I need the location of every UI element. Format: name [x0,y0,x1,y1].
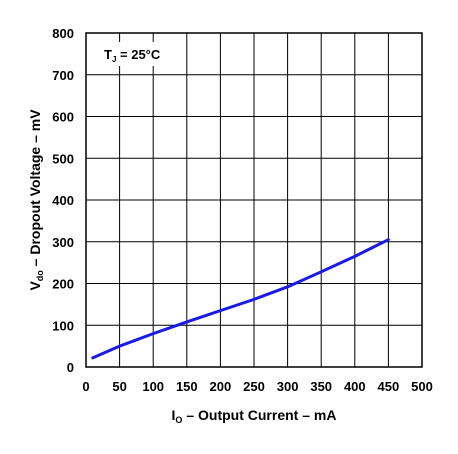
x-tick-label: 150 [176,379,198,394]
series-line [91,238,390,360]
y-tick-label: 800 [52,26,74,41]
y-tick-label: 500 [52,151,74,166]
x-tick-label: 250 [243,379,265,394]
x-tick-labels: 0 50 100 150 200 250 300 350 400 450 500 [82,379,432,394]
series-layer [91,238,390,360]
y-tick-label: 600 [52,110,74,125]
y-tick-label: 300 [52,235,74,250]
y-tick-label: 400 [52,193,74,208]
y-tick-label: 100 [52,318,74,333]
x-tick-label: 100 [142,379,164,394]
x-tick-label: 350 [310,379,332,394]
x-tick-label: 0 [82,379,89,394]
x-tick-label: 200 [210,379,232,394]
y-axis-title: Vdo – Dropout Voltage – mV [27,109,45,291]
x-tick-label: 500 [411,379,433,394]
y-tick-label: 700 [52,68,74,83]
y-tick-labels: 0 100 200 300 400 500 600 700 800 [52,26,74,375]
y-tick-label: 0 [67,360,74,375]
x-tick-label: 300 [277,379,299,394]
grid-lines [86,33,422,367]
x-tick-label: 450 [378,379,400,394]
annotation-temperature: TJ = 25°C [104,47,161,64]
x-axis-title: IO – Output Current – mA [172,407,337,425]
annotation-box [98,42,173,66]
y-tick-label: 200 [52,277,74,292]
x-tick-label: 400 [344,379,366,394]
x-tick-label: 50 [112,379,126,394]
